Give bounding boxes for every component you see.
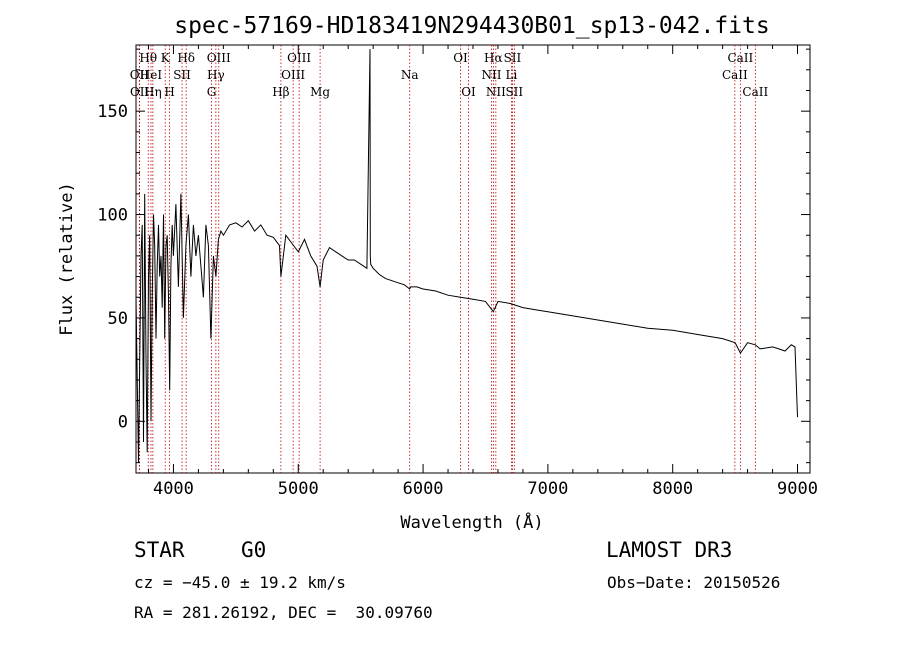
object-subclass: G0 [241,538,267,562]
spectral-line-label: OIII [287,51,311,65]
plot-frame [135,44,811,474]
spectral-line-label: Li [506,68,518,82]
spectral-line-label: CaII [742,85,768,99]
y-axis-ticks: 0 50 100 150 [97,48,810,464]
spectral-line-label: G [207,85,217,99]
survey-name: LAMOST DR3 [606,538,733,562]
spectral-line-label: Hα [484,51,503,65]
redshift-velocity: cz = −45.0 ± 19.2 km/s [134,573,346,592]
coordinates: RA = 281.26192, DEC = 30.09760 [134,603,433,622]
spectral-line-label: Hδ [177,51,195,65]
spectral-line-label: OI [453,51,468,65]
spectral-line-label: Hθ [139,51,157,65]
spectral-line-label: SII [505,85,523,99]
spectral-line-label: OII [130,68,150,82]
spectral-line-label: CaII [727,51,753,65]
x-axis-label: Wavelength (Å) [400,511,543,533]
spectral-line-label: Hη [144,85,162,99]
spectral-line-label: OI [461,85,476,99]
spectral-line-label: H [164,85,174,99]
spectral-line-label: Hβ [272,85,289,99]
y-axis-label: Flux (relative) [57,182,77,336]
y-tick-label: 100 [97,206,128,226]
x-axis-ticks: 4000 5000 6000 7000 8000 9000 [147,45,818,499]
spectral-line-markers [138,45,756,473]
flux-series-line [135,49,798,463]
spectral-line-label: Hγ [207,68,225,82]
object-class: STAR [134,538,185,562]
y-tick-label: 0 [118,412,128,432]
spectral-line-label: SII [504,51,522,65]
spectral-line-label: SII [173,68,191,82]
x-tick-label: 6000 [403,479,444,499]
x-tick-label: 9000 [777,479,818,499]
y-tick-label: 150 [97,102,128,122]
spectral-line-label: OII [130,85,150,99]
spectral-line-label: HeI [140,68,163,82]
y-tick-label: 50 [108,309,128,329]
spectral-line-label: NII [481,68,501,82]
spectral-line-label: Na [401,68,419,82]
spectral-line-label: OIII [281,68,305,82]
x-tick-label: 5000 [278,479,319,499]
spectral-line-label: OIII [207,51,231,65]
spectral-line-label: Mg [310,85,330,99]
spectral-line-label: K [161,51,171,65]
x-tick-label: 4000 [153,479,194,499]
x-tick-label: 7000 [527,479,568,499]
observation-date: Obs−Date: 20150526 [607,573,781,592]
x-tick-label: 8000 [652,479,693,499]
chart-title: spec-57169-HD183419N294430B01_sp13-042.f… [174,13,769,39]
spectral-line-label: NII [486,85,506,99]
spectral-line-label: CaII [722,68,748,82]
